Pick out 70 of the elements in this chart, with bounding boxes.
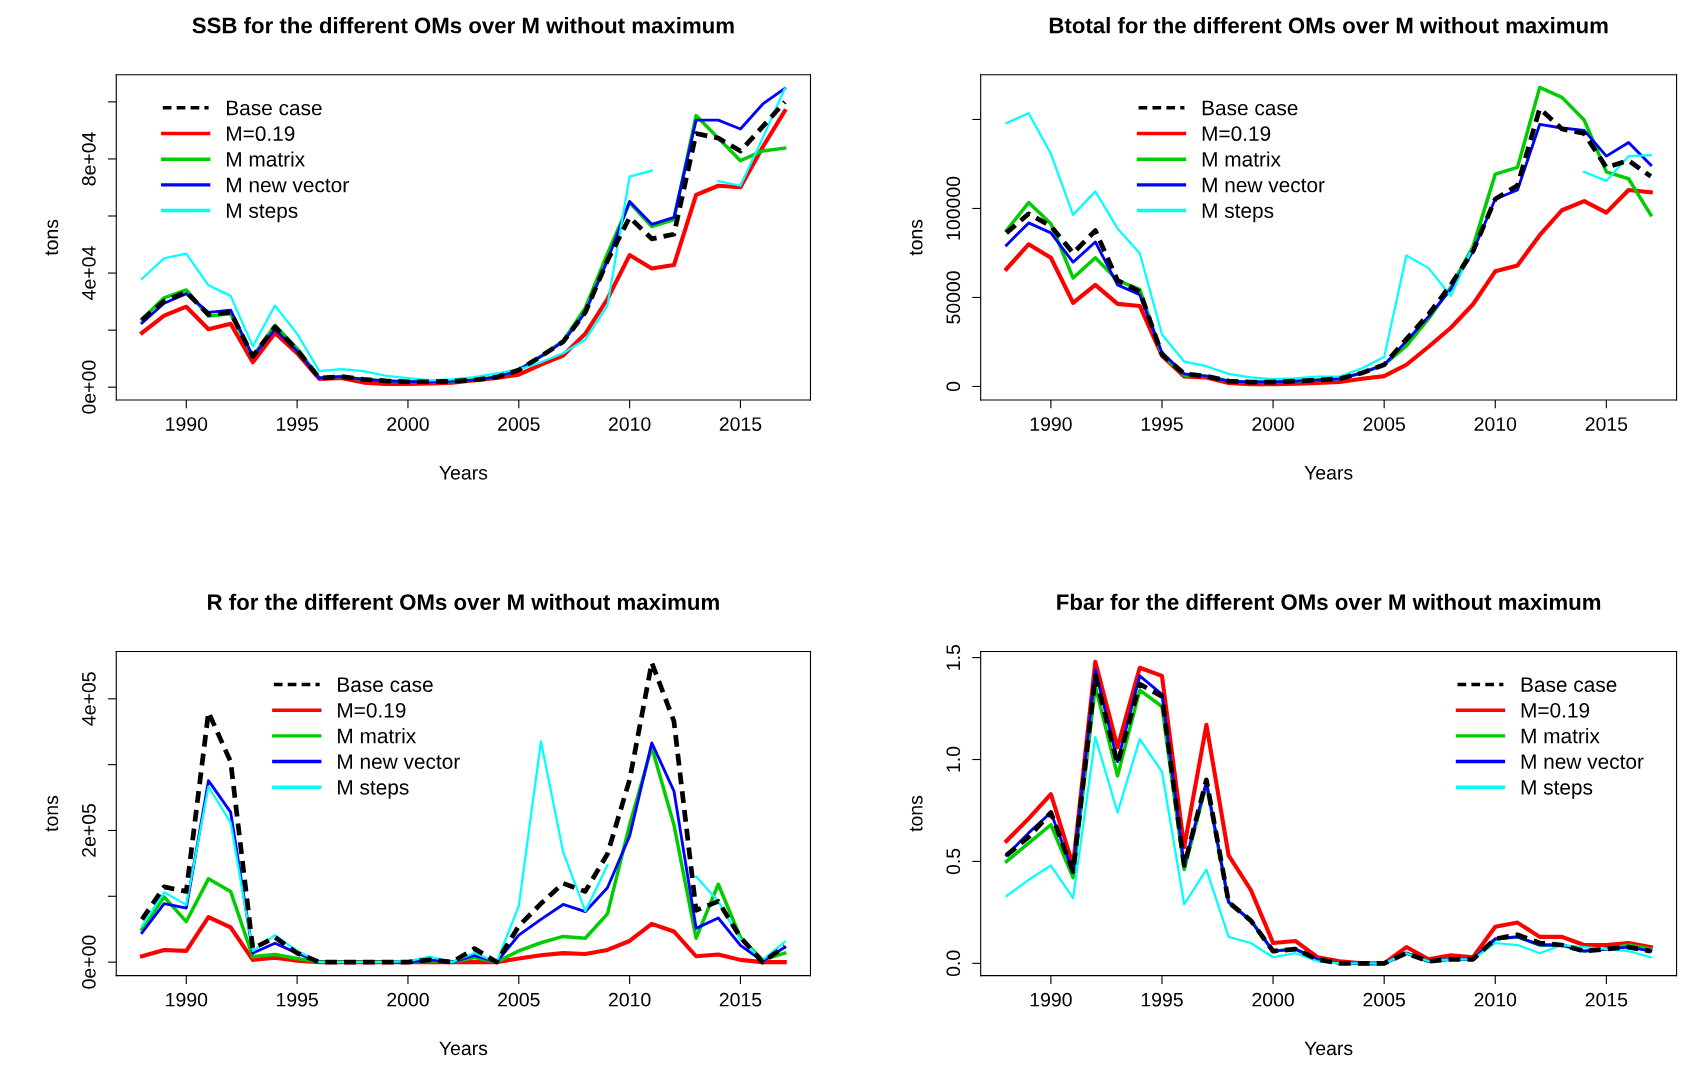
y-tick-label: 4e+05 (81, 672, 96, 726)
chart-title: R for the different OMs over M without maximum (208, 593, 719, 611)
legend-label: M steps (1202, 203, 1274, 223)
y-tick-label: 4e+04 (81, 246, 96, 300)
y-tick-label: 0.0 (946, 950, 961, 977)
legend-label: M new vector (1521, 754, 1644, 770)
y-tick-label: 0e+00 (81, 935, 96, 989)
x-tick-label: 2000 (1252, 417, 1294, 431)
x-tick-label: 1990 (1030, 992, 1072, 1007)
x-tick-label: 1995 (276, 992, 318, 1007)
x-tick-label: 2010 (1474, 992, 1517, 1007)
x-tick-label: 2005 (498, 417, 540, 431)
y-axis-title: tons (909, 795, 923, 832)
legend-label: Base case (1202, 100, 1298, 116)
legend-label: M matrix (226, 151, 305, 167)
y-axis-title: tons (909, 219, 923, 256)
legend-label: Base case (226, 100, 322, 116)
legend-label: M new vector (338, 754, 460, 770)
legend-label: M new vector (226, 177, 349, 193)
legend-label: M steps (1521, 780, 1593, 799)
y-tick-label: 0.5 (946, 848, 961, 875)
x-tick-label: 2005 (1363, 992, 1405, 1007)
x-tick-label: 2000 (387, 417, 429, 431)
x-tick-label: 2005 (1363, 417, 1405, 431)
y-tick-label: 2e+05 (81, 803, 96, 857)
x-tick-label: 2010 (1474, 417, 1517, 431)
y-tick-label: 0 (946, 381, 961, 392)
chart-title: SSB for the different OMs over M without maximum (192, 17, 734, 34)
y-tick-label: 1.5 (946, 644, 961, 670)
x-tick-label: 2015 (1585, 417, 1628, 431)
y-tick-label: 1.0 (946, 746, 961, 772)
line-series (139, 660, 788, 965)
x-tick-label: 1995 (1141, 992, 1183, 1007)
x-tick-label: 1990 (166, 417, 208, 431)
x-tick-label: 2010 (608, 992, 651, 1007)
y-tick-label: 0e+00 (81, 360, 96, 414)
legend-label: M steps (226, 203, 298, 223)
legend-label: Base case (1521, 677, 1617, 693)
legend-label: M new vector (1202, 177, 1325, 193)
x-axis-title: Years (439, 466, 488, 480)
x-tick-label: 1990 (1030, 417, 1072, 431)
x-tick-label: 2005 (498, 992, 540, 1007)
x-tick-label: 1995 (1141, 417, 1183, 431)
x-tick-label: 2015 (719, 417, 762, 431)
x-tick-label: 2000 (387, 992, 429, 1007)
legend-label: M matrix (1202, 151, 1281, 167)
y-tick-label: 8e+04 (81, 132, 96, 186)
x-tick-label: 2015 (719, 992, 762, 1007)
x-axis-title: Years (1304, 1041, 1353, 1056)
x-tick-label: 1995 (276, 417, 318, 431)
x-tick-label: 2010 (608, 417, 651, 431)
legend-label: M matrix (338, 728, 416, 744)
legend-label: M matrix (1521, 728, 1600, 744)
y-tick-label: 100000 (946, 176, 961, 240)
legend-label: M=0.19 (338, 702, 406, 718)
x-axis-title: Years (439, 1041, 488, 1056)
legend-label: M steps (338, 780, 409, 799)
x-tick-label: 1990 (166, 992, 208, 1007)
legend-label: M=0.19 (226, 126, 295, 142)
x-tick-label: 2015 (1585, 992, 1628, 1007)
chart-title: Fbar for the different OMs over M without maximum (1057, 593, 1601, 611)
x-tick-label: 2000 (1252, 992, 1294, 1007)
x-axis-title: Years (1304, 466, 1353, 480)
y-tick-label: 50000 (946, 271, 961, 324)
y-axis-title: tons (45, 795, 59, 832)
legend-label: M=0.19 (1202, 126, 1271, 142)
chart-title: Btotal for the different OMs over M without maximum (1049, 17, 1608, 34)
legend-label: Base case (338, 677, 433, 693)
y-axis-title: tons (45, 219, 59, 256)
legend-label: M=0.19 (1521, 702, 1590, 718)
